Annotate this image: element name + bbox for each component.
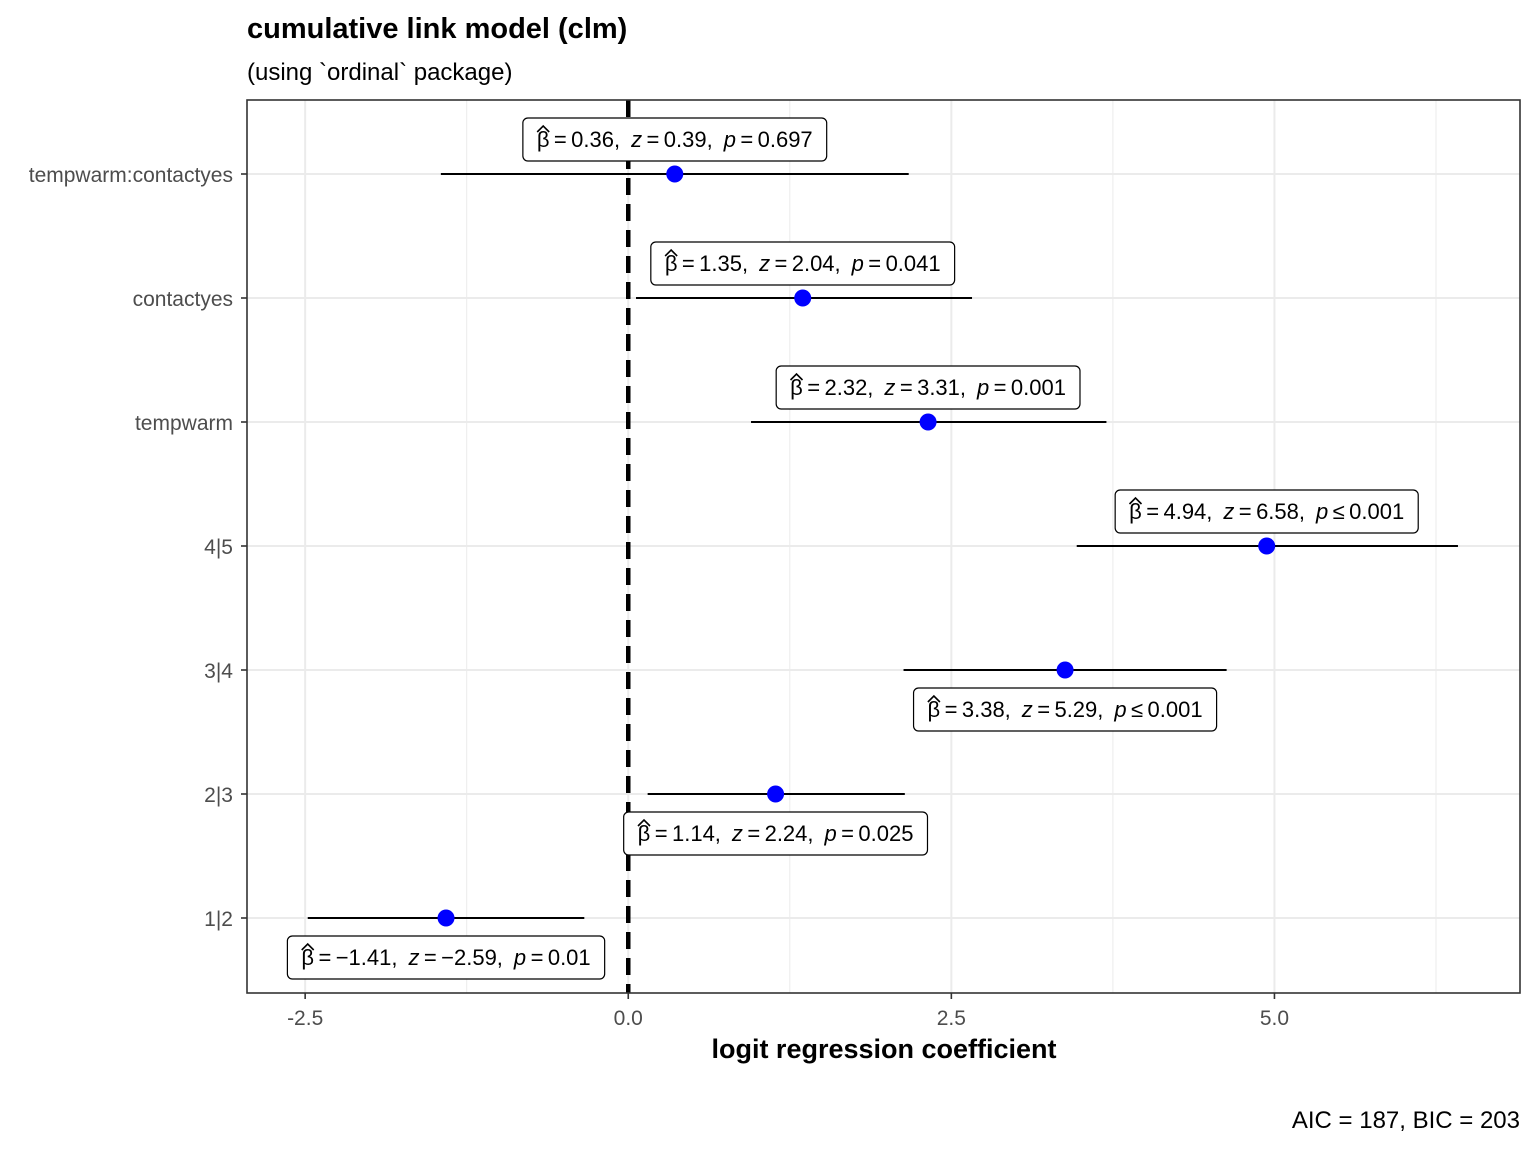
beta-hat-mark xyxy=(664,248,678,257)
estimate-point xyxy=(1056,661,1074,679)
stat-label: β = 1.35, z = 2.04, p = 0.041 xyxy=(650,241,956,286)
beta-hat-mark xyxy=(927,694,941,703)
stat-label-box xyxy=(775,365,1081,410)
beta-hat-mark xyxy=(301,942,315,951)
estimate-point xyxy=(666,165,684,183)
estimate-point xyxy=(794,289,812,307)
stat-label: β = −1.41, z = −2.59, p = 0.01 xyxy=(286,935,606,980)
x-tick-label: 0.0 xyxy=(614,1007,643,1030)
estimate-point xyxy=(919,413,937,431)
estimate-point xyxy=(767,785,785,803)
stat-label: β = 0.36, z = 0.39, p = 0.697 xyxy=(522,117,828,162)
stat-label-text: β = 1.14, z = 2.24, p = 0.025 xyxy=(638,821,914,846)
stat-label-text: β = −1.41, z = −2.59, p = 0.01 xyxy=(301,945,590,970)
stat-label-box xyxy=(912,687,1218,732)
stat-label-text: β = 0.36, z = 0.39, p = 0.697 xyxy=(537,127,813,152)
y-tick-label: 3|4 xyxy=(204,660,233,683)
beta-hat-mark xyxy=(1128,496,1143,505)
stat-label-box xyxy=(650,241,956,286)
stat-label: β = 3.38, z = 5.29, p ≤ 0.001 xyxy=(912,687,1218,732)
beta-hat-mark xyxy=(536,124,550,133)
estimate-point xyxy=(1258,537,1276,555)
model-fit-caption: AIC = 187, BIC = 203 xyxy=(1292,1107,1520,1134)
y-tick-label: contactyes xyxy=(133,288,233,311)
stat-label: β = 4.94, z = 6.58, p ≤ 0.001 xyxy=(1114,489,1419,534)
stat-label-box xyxy=(1114,489,1419,534)
x-tick-label: 2.5 xyxy=(937,1007,966,1030)
x-tick-label: 5.0 xyxy=(1260,1007,1289,1030)
chart-subtitle: (using `ordinal` package) xyxy=(247,59,512,86)
y-tick-label: tempwarm:contactyes xyxy=(29,164,233,187)
y-tick-label: 1|2 xyxy=(204,908,233,931)
beta-hat-mark xyxy=(637,818,651,827)
y-tick-label: 2|3 xyxy=(204,784,233,807)
beta-hat-mark xyxy=(789,372,804,381)
stat-label-box xyxy=(286,935,606,980)
y-tick-label: tempwarm xyxy=(135,412,233,435)
estimate-point xyxy=(437,909,455,927)
estimate-marks xyxy=(307,165,1458,927)
axes: tempwarm:contactyes contactyes tempwarm 4|5… xyxy=(29,164,1289,1030)
stat-label-box xyxy=(522,117,828,162)
x-axis-title: logit regression coefficient xyxy=(711,1034,1056,1064)
stat-label: β = 1.14, z = 2.24, p = 0.025 xyxy=(623,811,929,856)
stat-label-text: β = 3.38, z = 5.29, p ≤ 0.001 xyxy=(928,697,1203,722)
stat-label-text: β = 1.35, z = 2.04, p = 0.041 xyxy=(665,251,941,276)
stat-labels: β = 0.36, z = 0.39, p = 0.697 β = 1.35, z… xyxy=(286,117,1419,980)
y-tick-label: 4|5 xyxy=(204,536,233,559)
x-tick-label: -2.5 xyxy=(287,1007,323,1030)
stat-label-text: β = 4.94, z = 6.58, p ≤ 0.001 xyxy=(1129,499,1404,524)
stat-label-box xyxy=(623,811,929,856)
stat-label: β = 2.32, z = 3.31, p = 0.001 xyxy=(775,365,1081,410)
stat-label-text: β = 2.32, z = 3.31, p = 0.001 xyxy=(790,375,1066,400)
chart-title: cumulative link model (clm) xyxy=(247,13,627,45)
